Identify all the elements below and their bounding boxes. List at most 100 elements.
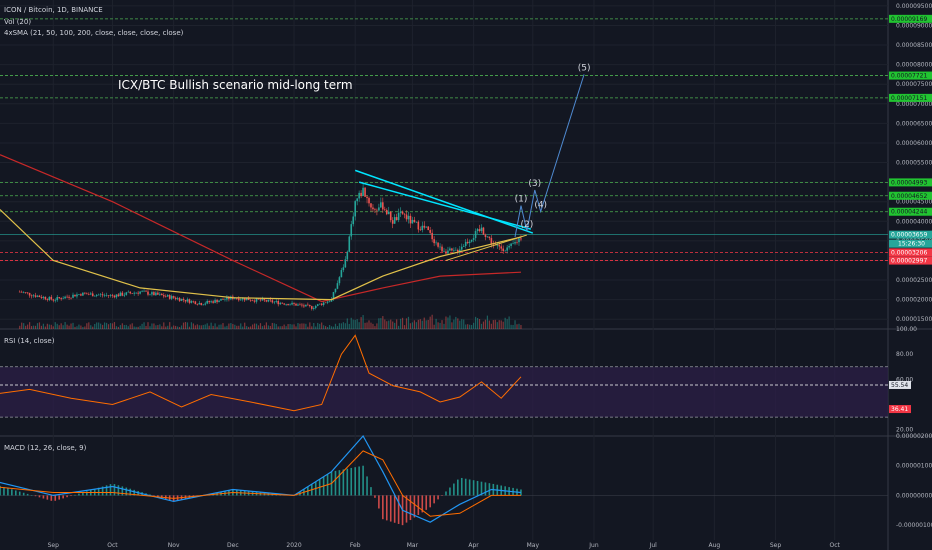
macd-histogram-bar[interactable] [34, 495, 37, 497]
sma-legend[interactable]: 4xSMA (21, 50, 100, 200, close, close, c… [4, 29, 184, 37]
candle-body[interactable] [36, 295, 39, 297]
level-price-tag[interactable] [889, 71, 932, 80]
candle-body[interactable] [508, 245, 510, 248]
macd-histogram-bar[interactable] [82, 492, 84, 496]
candle-body[interactable] [188, 299, 191, 303]
macd-histogram-bar[interactable] [334, 470, 337, 496]
candle-body[interactable] [88, 294, 90, 295]
candle-body[interactable] [70, 297, 72, 299]
candle-body[interactable] [143, 290, 145, 292]
macd-histogram-bar[interactable] [405, 495, 408, 523]
candle-body[interactable] [133, 292, 135, 294]
candle-body[interactable] [275, 300, 278, 302]
macd-histogram-bar[interactable] [14, 490, 17, 496]
price-tick-label[interactable]: 0.00004000 [896, 218, 932, 225]
macd-histogram-bar[interactable] [374, 495, 376, 498]
macd-histogram-bar[interactable] [46, 495, 49, 500]
x-tick-label[interactable]: Aug [708, 542, 720, 549]
candle-body[interactable] [249, 300, 252, 301]
candle-body[interactable] [216, 299, 218, 303]
macd-histogram-bar[interactable] [468, 479, 471, 496]
macd-histogram-bar[interactable] [42, 495, 45, 499]
candle-body[interactable] [324, 302, 327, 304]
macd-tick-label[interactable]: 0.00000000 [896, 492, 932, 499]
macd-histogram-bar[interactable] [133, 489, 135, 496]
wave-label[interactable]: (3) [528, 179, 541, 189]
level-price-tag-text[interactable]: 0.00004244 [891, 209, 927, 216]
candle-body[interactable] [316, 304, 319, 306]
candle-body[interactable] [498, 245, 501, 247]
candle-body[interactable] [460, 246, 463, 250]
macd-histogram-bar[interactable] [113, 484, 116, 496]
candle-body[interactable] [427, 226, 430, 231]
macd-histogram-bar[interactable] [129, 488, 132, 496]
candle-body[interactable] [135, 292, 137, 294]
candle-body[interactable] [466, 241, 469, 244]
macd-histogram-bar[interactable] [409, 495, 412, 521]
candle-body[interactable] [129, 291, 132, 294]
candle-body[interactable] [192, 300, 195, 302]
candle-body[interactable] [273, 301, 276, 303]
candle-body[interactable] [391, 220, 394, 224]
candle-body[interactable] [66, 296, 68, 298]
macd-histogram-bar[interactable] [86, 491, 88, 496]
candle-body[interactable] [482, 227, 485, 235]
candle-body[interactable] [161, 293, 163, 296]
candle-body[interactable] [514, 242, 516, 244]
macd-histogram-bar[interactable] [464, 478, 467, 496]
macd-histogram-bar[interactable] [97, 487, 100, 496]
macd-histogram-bar[interactable] [385, 495, 388, 521]
candle-body[interactable] [376, 209, 378, 211]
candle-body[interactable] [62, 298, 64, 300]
macd-histogram-bar[interactable] [3, 486, 5, 496]
x-tick-label[interactable]: 2020 [286, 542, 301, 549]
macd-histogram-bar[interactable] [30, 495, 33, 496]
macd-histogram-bar[interactable] [66, 495, 68, 498]
candle-body[interactable] [378, 207, 380, 211]
x-tick-label[interactable]: Mar [407, 542, 419, 549]
macd-histogram-bar[interactable] [397, 495, 400, 524]
candle-body[interactable] [354, 201, 356, 217]
candle-body[interactable] [350, 224, 353, 237]
candle-body[interactable] [419, 229, 422, 231]
candle-body[interactable] [164, 296, 167, 298]
candle-body[interactable] [314, 305, 317, 309]
candle-body[interactable] [194, 301, 197, 305]
candle-body[interactable] [340, 270, 343, 278]
level-price-tag[interactable] [889, 14, 932, 23]
candle-body[interactable] [380, 202, 382, 208]
macd-histogram-bar[interactable] [11, 489, 13, 496]
price-tick-label[interactable]: 0.00009500 [896, 3, 932, 10]
candle-body[interactable] [464, 241, 467, 246]
candle-body[interactable] [399, 211, 402, 213]
macd-tick-label[interactable]: 0.00000100 [896, 463, 932, 470]
candle-body[interactable] [210, 301, 212, 303]
macd-histogram-bar[interactable] [62, 495, 64, 499]
macd-histogram-bar[interactable] [7, 488, 9, 496]
candle-body[interactable] [237, 298, 240, 301]
candle-body[interactable] [437, 242, 439, 247]
candle-body[interactable] [476, 229, 479, 232]
candle-body[interactable] [153, 292, 155, 296]
macd-histogram-bar[interactable] [358, 466, 360, 496]
candle-body[interactable] [279, 302, 282, 305]
candle-body[interactable] [170, 296, 173, 299]
candle-body[interactable] [312, 308, 315, 309]
candle-body[interactable] [251, 300, 254, 302]
macd-histogram-bar[interactable] [417, 495, 420, 515]
rsi-tick-label[interactable]: 80.00 [896, 351, 913, 358]
candle-body[interactable] [125, 292, 128, 295]
candle-body[interactable] [141, 291, 143, 292]
candle-body[interactable] [32, 295, 35, 297]
candle-body[interactable] [297, 304, 299, 306]
candle-body[interactable] [26, 292, 29, 294]
wave-projection-path[interactable] [514, 74, 585, 238]
candle-body[interactable] [281, 302, 283, 304]
macd-histogram-bar[interactable] [338, 470, 341, 496]
candle-body[interactable] [107, 295, 110, 296]
trendline[interactable] [354, 169, 534, 234]
candle-body[interactable] [478, 229, 481, 232]
candle-body[interactable] [196, 304, 199, 305]
candle-body[interactable] [326, 301, 329, 303]
candle-body[interactable] [89, 293, 92, 295]
